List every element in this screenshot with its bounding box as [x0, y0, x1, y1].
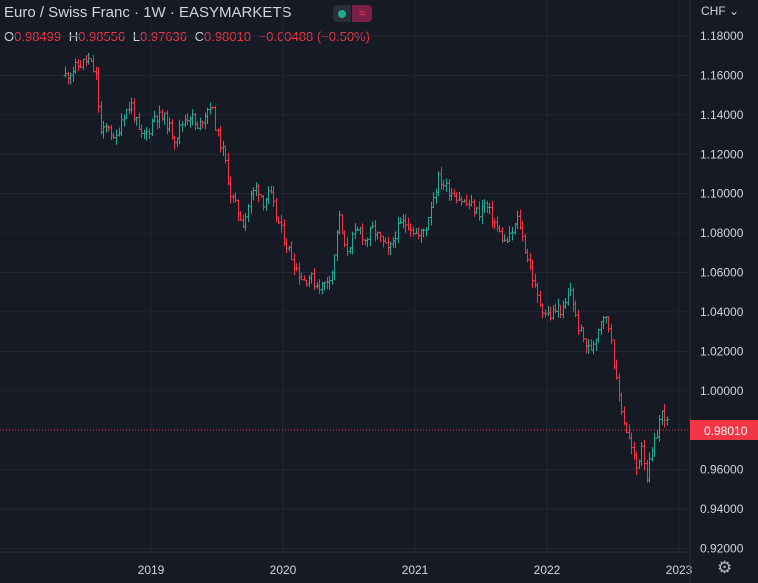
y-tick-label: 1.12000 [700, 147, 744, 161]
y-tick-label: 1.08000 [700, 226, 744, 240]
y-tick-label: 1.00000 [700, 384, 744, 398]
chart-title: Euro / Swiss Franc · 1W · EASYMARKETS [4, 4, 292, 21]
y-tick-label: 1.02000 [700, 344, 744, 358]
y-tick-label: 0.96000 [700, 463, 744, 477]
x-tick-label: 2023 [666, 563, 693, 577]
x-tick-label: 2021 [402, 563, 429, 577]
y-tick-label: 1.06000 [700, 266, 744, 280]
y-tick-label: 1.16000 [700, 68, 744, 82]
y-tick-label: 0.92000 [700, 541, 744, 555]
x-tick-label: 2022 [534, 563, 561, 577]
currency-selector[interactable]: CHF ⌄ [701, 4, 739, 18]
y-tick-label: 1.18000 [700, 29, 744, 43]
x-tick-label: 2019 [138, 563, 165, 577]
y-tick-label: 1.04000 [700, 305, 744, 319]
x-tick-label: 2020 [270, 563, 297, 577]
gear-icon[interactable]: ⚙ [717, 558, 733, 577]
y-tick-label: 1.10000 [700, 187, 744, 201]
last-price-label: 0.98010 [704, 424, 748, 438]
y-tick-label: 1.14000 [700, 108, 744, 122]
chevron-down-icon: ⌄ [729, 4, 740, 18]
last-price-badge [690, 419, 758, 440]
wave-icon[interactable]: ≈ [352, 5, 372, 22]
currency-label: CHF [701, 4, 726, 18]
y-tick-label: 0.94000 [700, 502, 744, 516]
market-status-icon[interactable] [333, 5, 351, 22]
